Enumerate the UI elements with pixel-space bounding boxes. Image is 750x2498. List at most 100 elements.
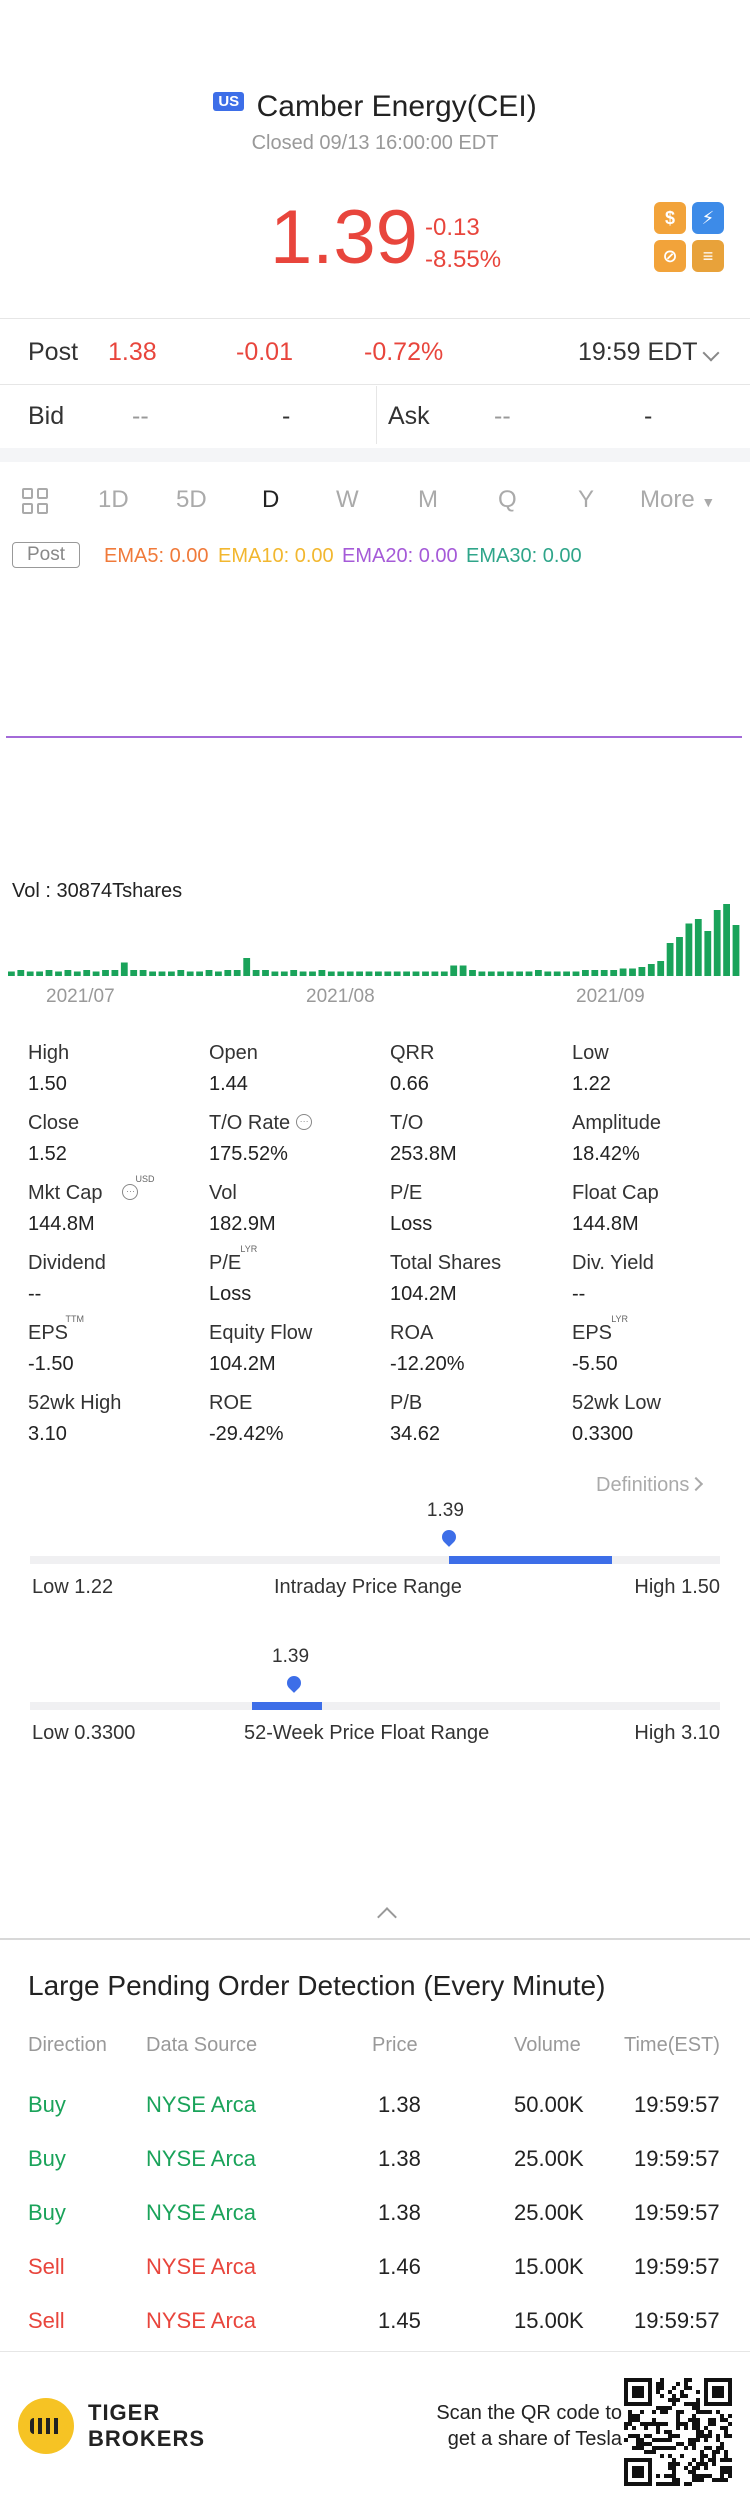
location-pin-icon: [284, 1673, 304, 1693]
volume-bar: [440, 971, 448, 976]
ask-size: -: [644, 402, 653, 430]
stat-item: Close 1.52: [28, 1112, 208, 1166]
no-short-icon[interactable]: ⊘: [654, 240, 686, 272]
stat-label: EPS TTM: [28, 1314, 84, 1345]
volume-bar: [243, 958, 251, 976]
tab-1d[interactable]: 1D: [98, 486, 129, 513]
stat-label: Close: [28, 1112, 79, 1135]
stat-label: Div. Yield: [572, 1252, 654, 1275]
stat-superscript: TTM: [65, 1314, 85, 1324]
stat-item: ROE -29.42%: [209, 1392, 389, 1446]
order-source: NYSE Arca: [146, 2200, 257, 2225]
volume-bar: [83, 970, 91, 976]
stat-label-text: QRR: [390, 1042, 435, 1064]
post-market-row[interactable]: Post 1.38 -0.01 -0.72% 19:59 EDT: [0, 320, 750, 384]
volume-bar: [158, 971, 166, 976]
volume-bar: [647, 964, 655, 976]
bid-size: -: [282, 402, 291, 430]
stat-value: 104.2M: [209, 1353, 276, 1375]
order-price: 1.38: [378, 2200, 421, 2225]
intraday-low: Low 1.22: [32, 1576, 114, 1598]
tab-yearly[interactable]: Y: [578, 486, 595, 513]
stat-label-text: P/E: [390, 1182, 423, 1204]
stat-label-text: Low: [572, 1042, 609, 1064]
caret-down-icon: ▼: [701, 494, 716, 510]
stat-label: EPS LYR: [572, 1314, 628, 1345]
stat-superscript: USD: [135, 1174, 155, 1184]
date-label-sep: 2021/09: [576, 986, 645, 1007]
stat-label-text: EPS: [572, 1322, 613, 1344]
more-info-icon[interactable]: ···: [122, 1183, 139, 1200]
stock-name: Camber Energy(CEI): [256, 90, 537, 123]
week52-fill: [252, 1702, 323, 1710]
stat-value: 3.10: [28, 1423, 67, 1445]
stat-label-text: 52wk Low: [572, 1392, 661, 1414]
chevron-up-icon[interactable]: [377, 1907, 397, 1927]
intraday-fill: [448, 1556, 612, 1564]
volume-bar: [215, 971, 222, 976]
volume-bar: [64, 970, 72, 976]
stat-item: High 1.50: [28, 1042, 208, 1096]
flash-icon[interactable]: ⚡: [692, 202, 724, 234]
intraday-current-value: 1.39: [426, 1500, 464, 1521]
stat-label: P/E: [390, 1182, 422, 1205]
more-info-icon[interactable]: ···: [296, 1113, 313, 1130]
volume-bar: [638, 967, 646, 976]
definitions-link[interactable]: Definitions: [596, 1474, 704, 1497]
stat-value: 1.52: [28, 1143, 67, 1165]
volume-bar: [168, 971, 175, 976]
tab-more[interactable]: More ▼: [640, 486, 715, 514]
market-status: Closed 09/13 16:00:00 EDT: [251, 132, 499, 154]
volume-bar: [582, 970, 589, 976]
stat-value: 18.42%: [572, 1143, 640, 1165]
price-change: -0.13: [425, 214, 480, 241]
volume-bar: [685, 923, 693, 976]
dollar-icon[interactable]: $: [654, 202, 686, 234]
volume-chart[interactable]: [0, 900, 750, 976]
divider: [0, 384, 750, 385]
stat-label-text: Open: [209, 1042, 258, 1064]
chevron-down-icon[interactable]: [702, 344, 720, 362]
order-price: 1.38: [378, 2092, 421, 2117]
tab-monthly[interactable]: M: [418, 486, 438, 513]
price-chart-line[interactable]: [6, 736, 742, 738]
tab-weekly[interactable]: W: [336, 486, 359, 513]
stack-icon[interactable]: ≡: [692, 240, 724, 272]
volume-bar: [102, 970, 109, 976]
stat-label-text: ROA: [390, 1322, 434, 1344]
post-label: Post: [28, 338, 79, 366]
col-time: Time(EST): [624, 2034, 720, 2056]
stat-label-text: Float Cap: [572, 1182, 659, 1204]
section-title: Large Pending Order Detection (Every Min…: [28, 1970, 606, 2001]
order-volume: 15.00K: [514, 2254, 584, 2279]
volume-bar: [224, 970, 232, 976]
stat-label: QRR: [390, 1042, 434, 1065]
qr-code[interactable]: [624, 2378, 732, 2486]
ema30-label: EMA30: 0.00: [466, 545, 582, 567]
tab-daily[interactable]: D: [262, 486, 280, 513]
stat-label-text: Close: [28, 1112, 80, 1134]
volume-bar: [478, 971, 486, 976]
brand-line1: TIGER: [88, 2400, 161, 2425]
stat-label: P/E LYR: [209, 1244, 257, 1275]
week52-high: High 3.10: [634, 1722, 720, 1744]
bid-ask-row: Bid -- - Ask -- -: [0, 384, 750, 448]
stat-value: --: [28, 1283, 42, 1305]
tab-quarterly[interactable]: Q: [498, 486, 517, 513]
order-time: 19:59:57: [634, 2146, 720, 2171]
feature-badges: $ ⚡ ⊘ ≡: [654, 202, 726, 272]
volume-bar: [299, 971, 307, 976]
post-session-tag[interactable]: Post: [12, 542, 81, 568]
volume-bar: [506, 971, 514, 976]
stat-label-text: P/B: [390, 1392, 423, 1414]
stat-item: Total Shares 104.2M: [390, 1252, 570, 1306]
volume-bar: [92, 971, 100, 976]
tab-5d[interactable]: 5D: [176, 486, 207, 513]
volume-bar: [384, 971, 392, 976]
volume-bar: [290, 970, 298, 976]
stat-value: --: [572, 1283, 586, 1305]
grid-icon[interactable]: [22, 488, 50, 516]
divider: [0, 318, 750, 319]
stat-value: 1.44: [209, 1073, 248, 1095]
intraday-title: Intraday Price Range: [274, 1576, 462, 1598]
